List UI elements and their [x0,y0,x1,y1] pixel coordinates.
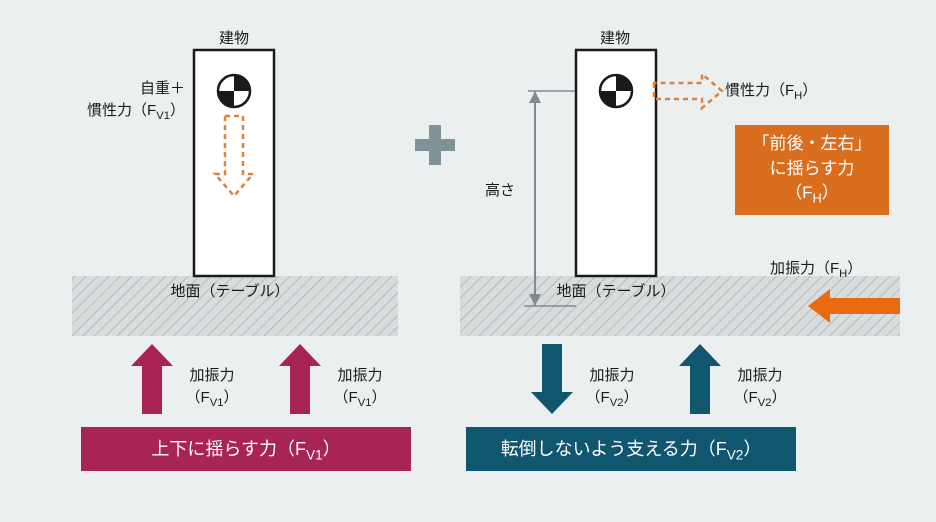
right-height-label: 高さ [475,180,525,202]
left-caption-box: 上下に揺らす力（FV1） [81,427,411,471]
right-ground-label: 地面（テーブル） [536,281,696,303]
left-ground-label: 地面（テーブル） [150,281,310,303]
left-selfweight-label: 自重＋ 慣性力（FV1） [65,78,185,124]
right-force-label-2: 加振力 （FV2） [720,365,800,411]
left-force-label-2: 加振力 （FV1） [320,365,400,411]
right-force-label-1: 加振力 （FV2） [572,365,652,411]
right-horiz-force-label: 加振力（FH） [770,258,900,282]
right-inertia-label: 慣性力（FH） [725,80,845,104]
left-building-label: 建物 [204,28,264,50]
left-force-label-1: 加振力 （FV1） [172,365,252,411]
right-building-label: 建物 [585,28,645,50]
right-caption-box: 転倒しないよう支える力（FV2） [466,427,796,471]
right-orange-box: 「前後・左右」 に揺らす力 （FH） [735,125,889,215]
